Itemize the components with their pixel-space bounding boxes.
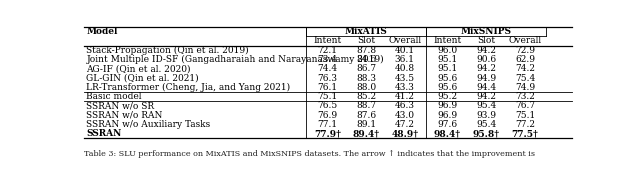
- Text: 75.4: 75.4: [515, 74, 535, 82]
- Text: 94.2: 94.2: [476, 92, 496, 101]
- Text: 73.4: 73.4: [317, 55, 337, 64]
- Text: Intent: Intent: [313, 36, 341, 45]
- Text: 96.0: 96.0: [437, 46, 458, 55]
- Text: 75.1: 75.1: [515, 111, 535, 120]
- Text: GL-GIN (Qin et al. 2021): GL-GIN (Qin et al. 2021): [86, 74, 199, 82]
- Text: 36.1: 36.1: [395, 55, 415, 64]
- Text: Slot: Slot: [357, 36, 375, 45]
- Text: 43.3: 43.3: [395, 83, 415, 92]
- Text: 96.9: 96.9: [437, 101, 458, 110]
- Text: 95.1: 95.1: [437, 55, 458, 64]
- Text: SSRAN w/o SR: SSRAN w/o SR: [86, 101, 155, 110]
- Text: 94.4: 94.4: [476, 83, 496, 92]
- Text: 96.9: 96.9: [437, 111, 458, 120]
- Text: 73.2: 73.2: [515, 92, 535, 101]
- Text: 74.4: 74.4: [317, 64, 337, 73]
- Text: SSRAN w/o Auxiliary Tasks: SSRAN w/o Auxiliary Tasks: [86, 120, 211, 129]
- Text: 98.4†: 98.4†: [434, 129, 461, 138]
- Text: 85.2: 85.2: [356, 92, 376, 101]
- Text: 88.7: 88.7: [356, 101, 376, 110]
- Text: 74.9: 74.9: [515, 83, 535, 92]
- Text: 48.9†: 48.9†: [391, 129, 419, 138]
- Text: 94.2: 94.2: [476, 46, 496, 55]
- Text: 90.6: 90.6: [476, 55, 496, 64]
- Text: 62.9: 62.9: [515, 55, 535, 64]
- Text: 95.4: 95.4: [476, 101, 496, 110]
- Text: AG-IF (Qin et al. 2020): AG-IF (Qin et al. 2020): [86, 64, 191, 73]
- Text: 72.1: 72.1: [317, 46, 337, 55]
- Text: SSRAN w/o RAN: SSRAN w/o RAN: [86, 111, 163, 120]
- Text: 93.9: 93.9: [476, 111, 496, 120]
- Text: 72.9: 72.9: [515, 46, 535, 55]
- Text: 43.0: 43.0: [395, 111, 415, 120]
- Text: Overall: Overall: [508, 36, 541, 45]
- Text: 94.2: 94.2: [476, 64, 496, 73]
- Text: 88.3: 88.3: [356, 74, 376, 82]
- Text: 95.8†: 95.8†: [472, 129, 500, 138]
- Text: 77.5†: 77.5†: [511, 129, 538, 138]
- Text: Model: Model: [86, 27, 118, 36]
- Text: Overall: Overall: [388, 36, 421, 45]
- Text: 74.2: 74.2: [515, 64, 535, 73]
- Text: 95.2: 95.2: [437, 92, 458, 101]
- Text: 43.5: 43.5: [395, 74, 415, 82]
- Text: SSRAN: SSRAN: [86, 129, 122, 138]
- Text: 76.9: 76.9: [317, 111, 337, 120]
- Text: 77.9†: 77.9†: [314, 129, 340, 138]
- Text: 47.2: 47.2: [395, 120, 415, 129]
- Text: 95.6: 95.6: [437, 74, 458, 82]
- Text: 46.3: 46.3: [395, 101, 415, 110]
- Text: MixSNIPS: MixSNIPS: [461, 27, 511, 36]
- Text: 40.1: 40.1: [395, 46, 415, 55]
- Text: 88.0: 88.0: [356, 83, 376, 92]
- Text: 95.6: 95.6: [437, 83, 458, 92]
- Text: 76.3: 76.3: [317, 74, 337, 82]
- Text: 76.1: 76.1: [317, 83, 337, 92]
- Text: Basic model: Basic model: [86, 92, 142, 101]
- Text: 41.2: 41.2: [395, 92, 415, 101]
- Text: 89.1: 89.1: [356, 120, 376, 129]
- Text: 95.1: 95.1: [437, 64, 458, 73]
- Text: Stack-Propagation (Qin et al. 2019): Stack-Propagation (Qin et al. 2019): [86, 46, 249, 55]
- Text: MixATIS: MixATIS: [345, 27, 387, 36]
- Text: 86.7: 86.7: [356, 64, 376, 73]
- Text: 77.2: 77.2: [515, 120, 535, 129]
- Text: 75.1: 75.1: [317, 92, 337, 101]
- Text: 94.9: 94.9: [476, 74, 496, 82]
- Text: Joint Multiple ID-SF (Gangadharaiah and Narayanaswamy 2019): Joint Multiple ID-SF (Gangadharaiah and …: [86, 55, 384, 64]
- Text: Table 3: SLU performance on MixATIS and MixSNIPS datasets. The arrow ↑ indicates: Table 3: SLU performance on MixATIS and …: [84, 150, 535, 158]
- Text: 77.1: 77.1: [317, 120, 337, 129]
- Text: 89.4†: 89.4†: [353, 129, 380, 138]
- Text: 40.8: 40.8: [395, 64, 415, 73]
- Text: 76.7: 76.7: [515, 101, 535, 110]
- Text: 87.6: 87.6: [356, 111, 376, 120]
- Text: Slot: Slot: [477, 36, 495, 45]
- Text: Intent: Intent: [433, 36, 461, 45]
- Text: 97.6: 97.6: [437, 120, 458, 129]
- Text: 87.8: 87.8: [356, 46, 376, 55]
- Text: LR-Transformer (Cheng, Jia, and Yang 2021): LR-Transformer (Cheng, Jia, and Yang 202…: [86, 83, 291, 92]
- Text: 84.6: 84.6: [356, 55, 376, 64]
- Text: 76.5: 76.5: [317, 101, 337, 110]
- Text: 95.4: 95.4: [476, 120, 496, 129]
